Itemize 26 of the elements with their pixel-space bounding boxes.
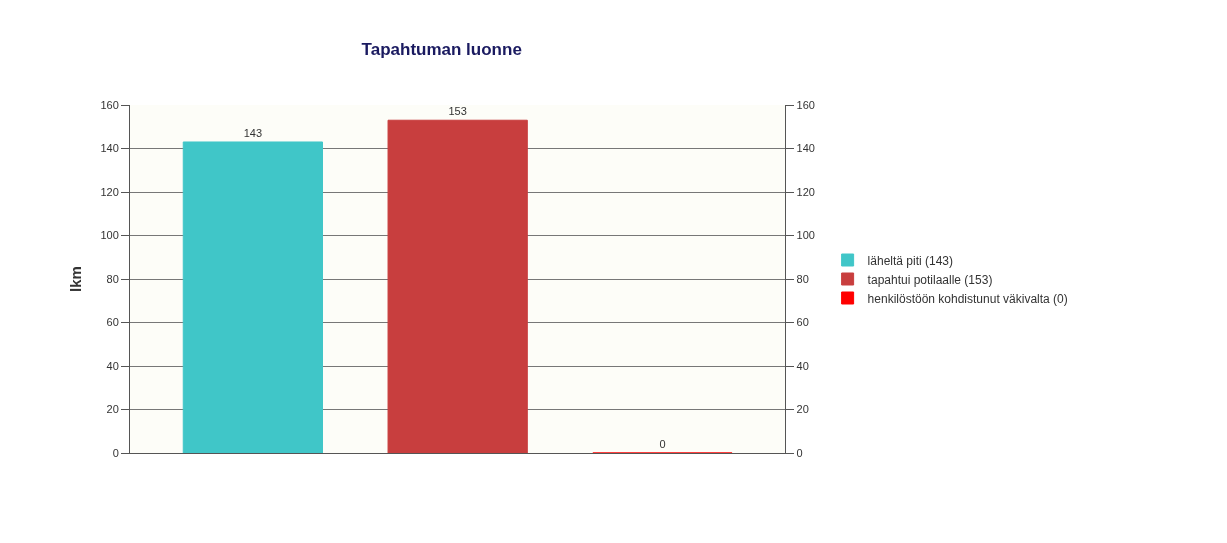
- y-tick-label: 160: [100, 98, 119, 111]
- y2-tick-label: 80: [796, 272, 809, 285]
- y-tick-label: 20: [106, 403, 119, 416]
- legend-label: läheltä piti (143): [867, 253, 954, 268]
- y-tick-label: 120: [100, 185, 119, 198]
- legend-label: henkilöstöön kohdistunut väkivalta (0): [867, 291, 1068, 306]
- y-tick-label: 0: [112, 446, 119, 459]
- data-label: 0: [659, 438, 666, 450]
- y2-tick-label: 160: [796, 98, 815, 111]
- y2-tick-label: 60: [796, 316, 809, 329]
- y-tick-label: 100: [100, 229, 119, 242]
- y-tick-label: 60: [106, 316, 119, 329]
- y2-tick-label: 120: [796, 185, 815, 198]
- data-label: 143: [243, 126, 263, 139]
- y-tick-label: 80: [106, 272, 119, 285]
- y-tick-label: 40: [106, 359, 119, 372]
- y2-tick-label: 140: [796, 142, 815, 155]
- y2-tick-label: 0: [796, 446, 803, 459]
- legend-label: tapahtui potilaalle (153): [867, 272, 993, 287]
- y-tick-label: 140: [100, 142, 119, 155]
- chart-title: Tapahtuman luonne: [361, 40, 522, 60]
- y2-tick-label: 40: [796, 359, 809, 372]
- data-label: 153: [448, 105, 467, 118]
- y2-tick-label: 20: [796, 403, 809, 416]
- y-axis-title: lkm: [66, 266, 84, 292]
- y2-tick-label: 100: [796, 229, 815, 242]
